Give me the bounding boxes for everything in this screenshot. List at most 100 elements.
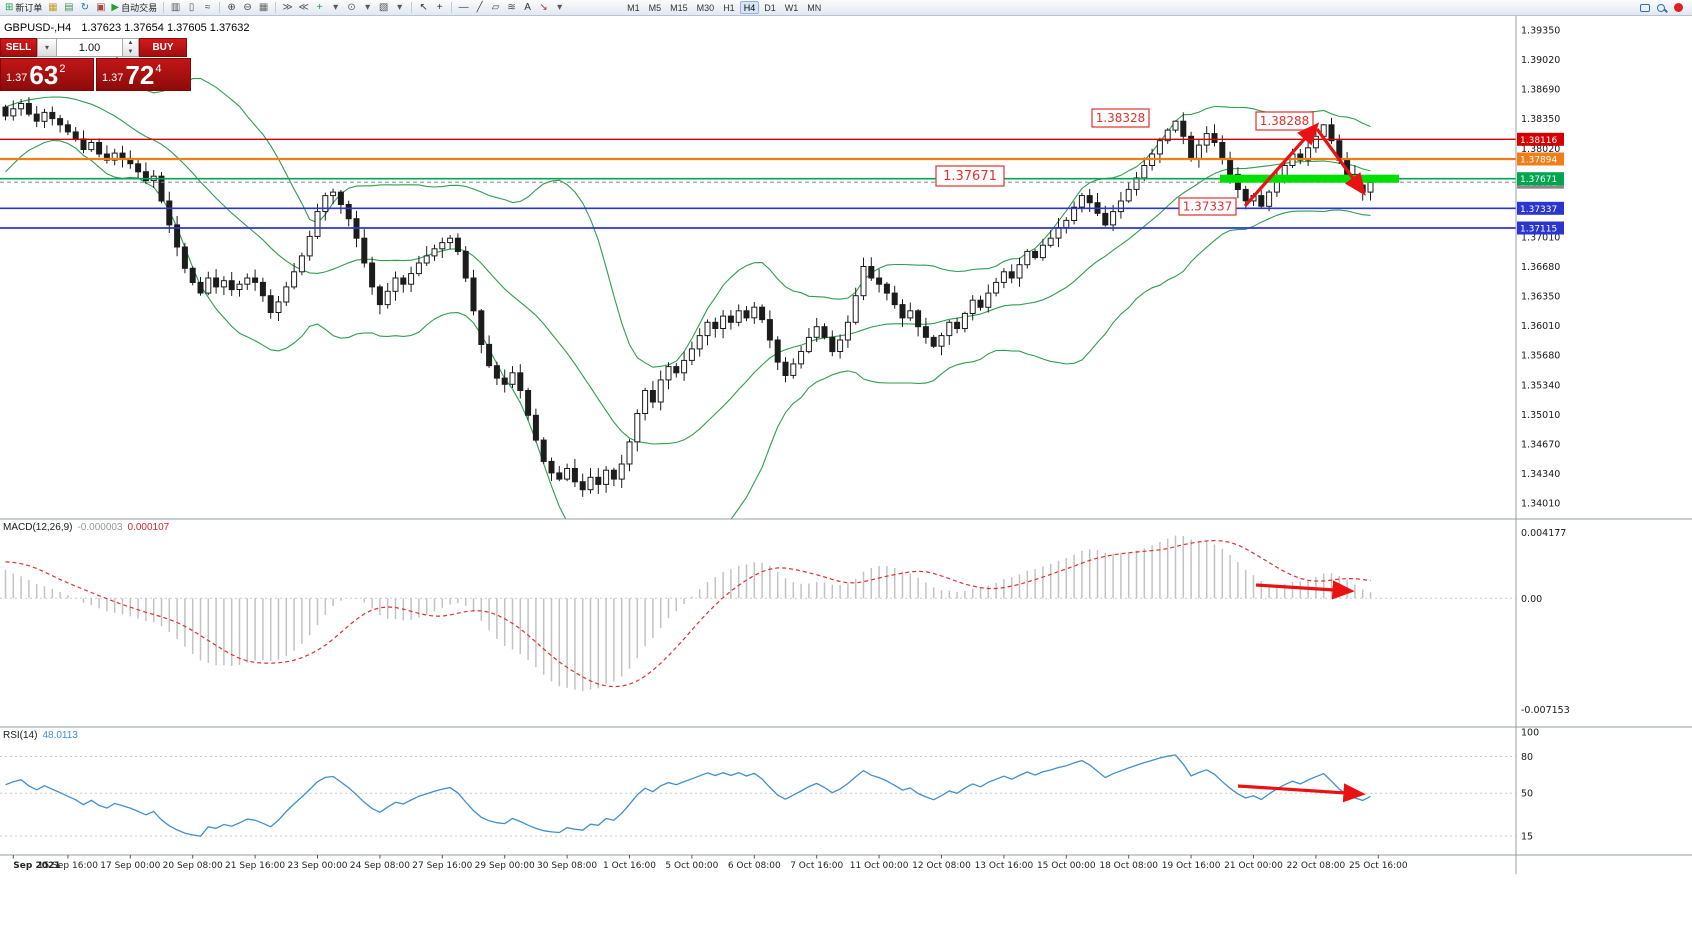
trend-arrow-down[interactable] [1315, 128, 1366, 196]
svg-text:1.37337: 1.37337 [1183, 200, 1233, 214]
timeframe-h1-button[interactable]: H1 [723, 2, 735, 13]
rsi-panel-canvas[interactable] [0, 754, 1516, 837]
buy-button[interactable]: BUY [139, 38, 187, 57]
arrow-tool-icon[interactable]: ↘ [536, 1, 551, 15]
bollinger-middle-band [5, 96, 1371, 445]
crosshair-icon[interactable]: + [432, 1, 447, 15]
svg-text:1.34010: 1.34010 [1521, 499, 1560, 510]
trendline-tool-icon[interactable]: ╱ [472, 1, 487, 15]
timeframe-w1-button[interactable]: W1 [784, 2, 799, 13]
toolbar-separator [275, 2, 277, 13]
svg-text:12 Oct 08:00: 12 Oct 08:00 [912, 861, 971, 871]
svg-text:15 Sep 16:00: 15 Sep 16:00 [38, 861, 98, 871]
indicators-icon[interactable]: + [312, 1, 327, 15]
lot-increase-button[interactable]: ▲ [127, 40, 134, 46]
buy-price-fraction: 4 [155, 63, 162, 75]
rsi-axis-labels: 100 80 50 15 [1521, 728, 1539, 843]
templates-menu-icon[interactable]: ▾ [392, 1, 407, 15]
crosshair-icon: + [436, 1, 443, 13]
periods-icon[interactable]: ⊙ [344, 1, 359, 15]
svg-text:1.37671: 1.37671 [1520, 175, 1557, 185]
price-callout[interactable]: 1.38328 [1091, 108, 1150, 128]
svg-text:1.38116: 1.38116 [1520, 136, 1557, 146]
lot-decrease-button[interactable]: ▼ [127, 48, 134, 55]
tile-windows-icon[interactable]: ▦ [256, 1, 271, 15]
zoom-out-icon[interactable]: ⊖ [240, 1, 255, 15]
svg-text:22 Oct 08:00: 22 Oct 08:00 [1287, 861, 1346, 871]
market-watch-icon[interactable]: ▦ [45, 1, 60, 15]
svg-text:1.38350: 1.38350 [1521, 114, 1560, 125]
auto-scroll-icon: ≫ [282, 1, 293, 13]
svg-text:1.35340: 1.35340 [1521, 380, 1560, 391]
price-callout[interactable]: 1.37337 [1178, 197, 1237, 216]
price-chart-canvas[interactable] [0, 41, 1516, 559]
timeframe-d1-button[interactable]: D1 [764, 2, 776, 13]
timeframe-mn-button[interactable]: MN [807, 2, 822, 13]
macd-panel-canvas[interactable] [0, 535, 1516, 692]
refresh-icon[interactable]: ↻ [77, 1, 92, 15]
ohlc-values: 1.37623 1.37654 1.37605 1.37632 [81, 22, 250, 34]
price-callout[interactable]: 1.37671 [935, 165, 1005, 187]
chart-area[interactable]: 1.393501.390201.386901.383501.380201.376… [0, 16, 1692, 938]
svg-text:1.38328: 1.38328 [1096, 111, 1146, 125]
svg-text:15 Oct 00:00: 15 Oct 00:00 [1037, 861, 1096, 871]
search-icon[interactable] [1657, 3, 1665, 12]
support-zone-highlight[interactable] [1220, 174, 1399, 183]
trend-arrow-up[interactable] [1243, 122, 1320, 208]
sell-button[interactable]: SELL [0, 38, 37, 57]
svg-text:1.37115: 1.37115 [1520, 225, 1557, 235]
fibo-tool-icon: ≋ [507, 1, 516, 13]
candlestick-chart-type-icon[interactable]: ▯ [184, 1, 199, 15]
channel-tool-icon[interactable]: ▱ [488, 1, 503, 15]
zoom-in-icon[interactable]: ⊕ [224, 1, 239, 15]
timeframe-m15-button[interactable]: M15 [670, 2, 688, 13]
chart-symbol-header: GBPUSD-,H4 1.37623 1.37654 1.37605 1.376… [4, 22, 250, 34]
zoom-in-icon: ⊕ [227, 1, 236, 13]
timeframe-m1-button[interactable]: M1 [627, 2, 640, 13]
timeframe-m30-button[interactable]: M30 [696, 2, 715, 13]
auto-scroll-icon[interactable]: ≫ [280, 1, 295, 15]
buy-price-display[interactable]: 1.37 72 4 [96, 58, 191, 91]
svg-text:80: 80 [1521, 752, 1533, 763]
toolbar-separator [411, 2, 413, 13]
more-tools-icon[interactable]: ▾ [552, 1, 567, 15]
svg-text:0.004177: 0.004177 [1521, 528, 1566, 539]
timeframe-h4-button[interactable]: H4 [739, 1, 760, 14]
indicators-menu-icon[interactable]: ▾ [328, 1, 343, 15]
terminal-icon: ▣ [96, 1, 106, 13]
svg-text:1.36010: 1.36010 [1521, 321, 1560, 332]
line-chart-type-icon[interactable]: ≈ [200, 1, 215, 15]
lot-size-input[interactable] [57, 38, 123, 57]
chart-shift-icon[interactable]: ≪ [296, 1, 311, 15]
text-tool-icon[interactable]: A [520, 1, 535, 15]
hline-tool-icon[interactable]: — [456, 1, 471, 15]
cursor-icon[interactable]: ↖ [416, 1, 431, 15]
profiles-icon[interactable]: ▤ [61, 1, 76, 15]
templates-icon[interactable]: ▧ [376, 1, 391, 15]
notification-badge[interactable] [1674, 3, 1683, 12]
chat-icon[interactable] [1640, 3, 1650, 12]
svg-text:1.39350: 1.39350 [1521, 26, 1560, 37]
rsi-trend-arrow[interactable] [1237, 783, 1366, 803]
timeframe-m5-button[interactable]: M5 [648, 2, 662, 13]
new-order-button-label: 新订单 [15, 2, 43, 13]
bar-chart-type-icon[interactable]: ▥ [168, 1, 183, 15]
price-callout[interactable]: 1.38288 [1255, 111, 1314, 131]
svg-text:-0.007153: -0.007153 [1521, 705, 1570, 716]
zoom-out-icon: ⊖ [243, 1, 252, 13]
hline-tool-icon: — [458, 1, 469, 13]
svg-text:Sep 2021: Sep 2021 [13, 861, 60, 871]
auto-trading-button[interactable]: ▶ 自动交易 [109, 1, 159, 15]
macd-trend-arrow[interactable] [1255, 580, 1355, 600]
svg-text:13 Oct 16:00: 13 Oct 16:00 [975, 861, 1034, 871]
channel-tool-icon: ▱ [491, 1, 500, 13]
fibo-tool-icon[interactable]: ≋ [504, 1, 519, 15]
price-tag-138116: 1.38116 [1517, 132, 1564, 146]
new-order-button[interactable]: ⊞ 新订单 [3, 1, 44, 15]
terminal-icon[interactable]: ▣ [93, 1, 108, 15]
order-type-dropdown[interactable]: ▾ [37, 38, 57, 57]
periods-menu-icon[interactable]: ▾ [360, 1, 375, 15]
sell-price-display[interactable]: 1.37 63 2 [0, 58, 94, 91]
macd-signal-line [5, 539, 1371, 688]
